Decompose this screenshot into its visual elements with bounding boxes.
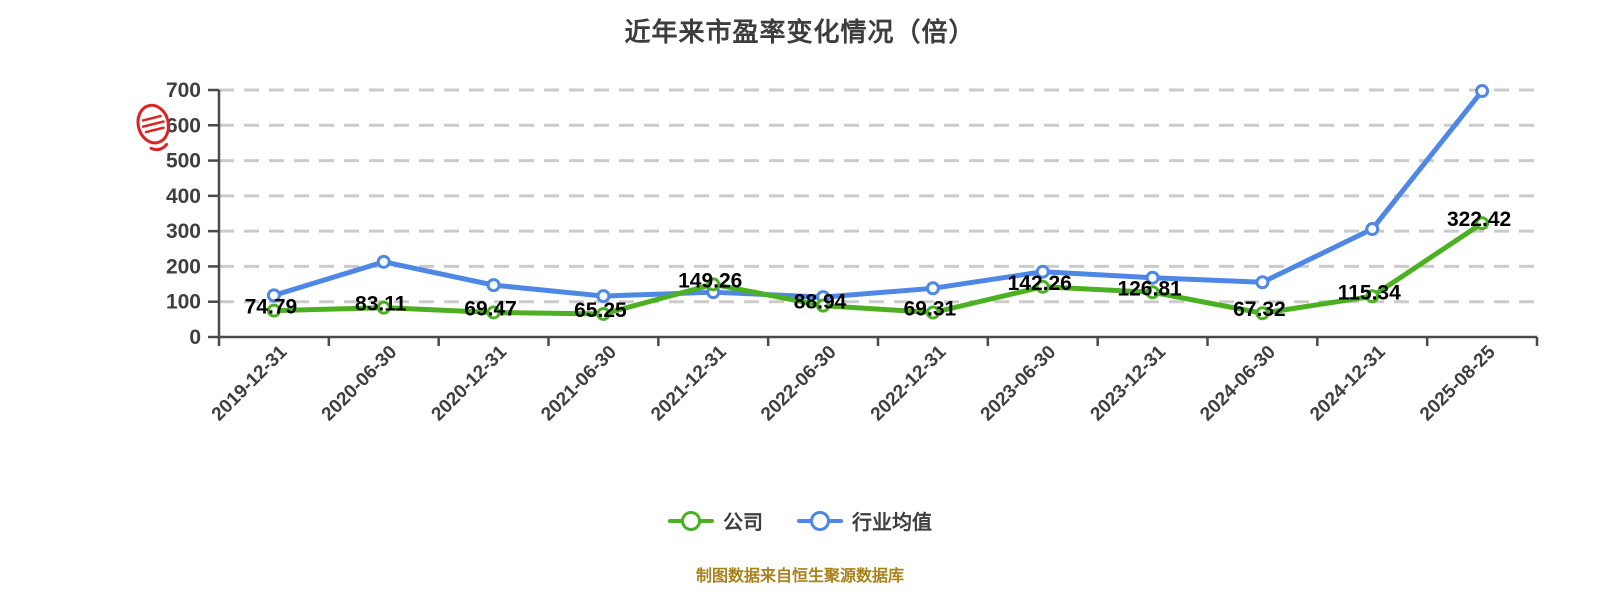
x-axis-tick-label: 2023-06-30	[977, 342, 1061, 426]
chart-title: 近年来市盈率变化情况（倍）	[624, 17, 976, 47]
value-label-company-7: 142.26	[1008, 272, 1072, 295]
y-axis-tick-label: 700	[166, 79, 201, 102]
x-axis-tick-label: 2024-12-31	[1306, 341, 1390, 425]
legend-item-company[interactable]: 公司	[668, 506, 763, 535]
x-axis-tick-label: 2020-12-31	[428, 341, 512, 425]
data-point-company-3[interactable]	[596, 306, 611, 321]
data-point-company-2[interactable]	[486, 305, 501, 320]
y-axis-tick-label: 0	[189, 326, 201, 349]
value-label-company-0: 74.79	[245, 296, 298, 319]
data-point-industry-average-7[interactable]	[1035, 264, 1050, 279]
data-point-company-9[interactable]	[1255, 306, 1270, 321]
legend-label-company: 公司	[723, 512, 763, 534]
x-axis-tick-label: 2023-12-31	[1087, 341, 1171, 425]
y-axis-tick-label: 300	[166, 220, 201, 243]
y-axis-tick-label: 500	[166, 150, 201, 173]
value-label-company-5: 88.94	[794, 291, 847, 314]
value-label-company-6: 69.31	[904, 298, 957, 321]
data-point-industry-average-2[interactable]	[486, 278, 501, 293]
legend-item-industry-average[interactable]: 行业均值	[797, 506, 932, 535]
data-point-company-5[interactable]	[816, 298, 831, 313]
data-point-industry-average-9[interactable]	[1255, 275, 1270, 290]
data-point-industry-average-8[interactable]	[1145, 270, 1160, 285]
data-source-caption: 制图数据来自恒生聚源数据库	[695, 568, 904, 585]
x-axis-tick-label: 2024-06-30	[1196, 342, 1280, 426]
data-point-company-6[interactable]	[925, 305, 940, 320]
data-point-company-0[interactable]	[266, 303, 281, 318]
value-label-company-2: 69.47	[464, 297, 517, 320]
value-label-company-1: 83.11	[355, 293, 407, 316]
y-axis-tick-label: 400	[166, 185, 201, 208]
x-axis-tick-label: 2021-06-30	[537, 342, 621, 426]
value-label-company-8: 126.81	[1117, 277, 1182, 300]
data-point-company-8[interactable]	[1145, 285, 1160, 300]
x-axis-tick-label: 2020-06-30	[318, 342, 402, 426]
series-line-industry-average[interactable]	[271, 88, 1485, 300]
data-point-industry-average-0[interactable]	[266, 288, 281, 303]
x-axis-tick-label: 2022-12-31	[867, 341, 951, 425]
y-axis-tick-label: 100	[166, 291, 201, 314]
x-axis-tick-label: 2022-06-30	[757, 342, 841, 426]
value-label-company-4: 149.26	[678, 269, 742, 292]
industry-average-line-marker-icon	[797, 510, 843, 532]
data-point-industry-average-11[interactable]	[1475, 84, 1490, 99]
y-axis-tick-label: 600	[166, 114, 201, 137]
x-axis-tick-label: 2019-12-31	[208, 341, 292, 425]
data-point-industry-average-6[interactable]	[925, 281, 940, 296]
red-seal-watermark	[136, 103, 171, 152]
x-axis-tick-label: 2025-08-25	[1416, 341, 1500, 425]
data-point-industry-average-1[interactable]	[376, 254, 391, 269]
data-point-company-4[interactable]	[706, 277, 721, 292]
data-point-company-1[interactable]	[376, 300, 391, 315]
value-label-company-9: 67.32	[1233, 298, 1286, 321]
x-axis-tick-label: 2021-12-31	[647, 341, 731, 425]
value-label-company-3: 65.25	[574, 299, 627, 322]
data-point-industry-average-3[interactable]	[596, 289, 611, 304]
value-label-company-11: 322.42	[1447, 208, 1511, 231]
data-point-company-11[interactable]	[1475, 216, 1490, 231]
data-point-company-7[interactable]	[1035, 279, 1050, 294]
y-axis-tick-label: 200	[166, 255, 201, 278]
series-line-company[interactable]	[271, 220, 1485, 317]
value-label-company-10: 115.34	[1338, 281, 1401, 304]
data-point-company-10[interactable]	[1365, 289, 1380, 304]
company-line-marker-icon	[668, 510, 714, 532]
data-point-industry-average-10[interactable]	[1365, 222, 1380, 237]
chart-legend: 公司 行业均值	[0, 506, 1600, 535]
legend-label-industry-average: 行业均值	[852, 512, 932, 534]
